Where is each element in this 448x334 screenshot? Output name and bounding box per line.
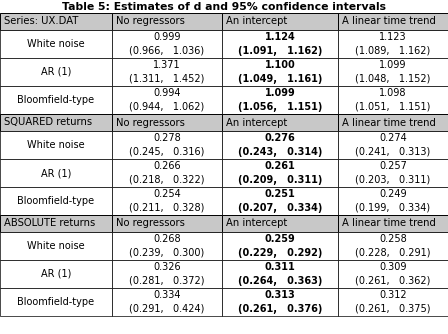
Bar bbox=[222, 131, 338, 159]
Bar bbox=[112, 187, 222, 215]
Bar bbox=[0, 232, 112, 260]
Bar bbox=[338, 13, 448, 30]
Bar bbox=[0, 58, 112, 86]
Text: White noise: White noise bbox=[27, 140, 85, 150]
Bar bbox=[338, 187, 448, 215]
Bar bbox=[338, 232, 448, 260]
Bar bbox=[112, 86, 222, 114]
Text: 0.254
(0.211,   0.328): 0.254 (0.211, 0.328) bbox=[129, 189, 205, 213]
Text: ABSOLUTE returns: ABSOLUTE returns bbox=[4, 218, 95, 228]
Bar bbox=[0, 215, 112, 232]
Text: 0.312
(0.261,   0.375): 0.312 (0.261, 0.375) bbox=[355, 290, 431, 314]
Text: A linear time trend: A linear time trend bbox=[342, 16, 436, 26]
Bar bbox=[0, 114, 112, 131]
Bar bbox=[0, 131, 112, 159]
Bar bbox=[112, 232, 222, 260]
Text: 0.251
(0.207,   0.334): 0.251 (0.207, 0.334) bbox=[238, 189, 322, 213]
Text: 0.313
(0.261,   0.376): 0.313 (0.261, 0.376) bbox=[238, 290, 322, 314]
Bar bbox=[112, 260, 222, 288]
Text: 0.334
(0.291,   0.424): 0.334 (0.291, 0.424) bbox=[129, 290, 205, 314]
Text: Bloomfield-type: Bloomfield-type bbox=[17, 297, 95, 307]
Text: 0.311
(0.264,   0.363): 0.311 (0.264, 0.363) bbox=[238, 263, 322, 286]
Bar bbox=[0, 13, 112, 30]
Text: 0.268
(0.239,   0.300): 0.268 (0.239, 0.300) bbox=[129, 234, 205, 258]
Text: 0.309
(0.261,   0.362): 0.309 (0.261, 0.362) bbox=[355, 263, 431, 286]
Bar bbox=[222, 86, 338, 114]
Bar bbox=[0, 187, 112, 215]
Text: SQUARED returns: SQUARED returns bbox=[4, 118, 92, 128]
Text: 0.326
(0.281,   0.372): 0.326 (0.281, 0.372) bbox=[129, 263, 205, 286]
Text: 0.257
(0.203,   0.311): 0.257 (0.203, 0.311) bbox=[355, 161, 431, 185]
Bar bbox=[222, 187, 338, 215]
Bar bbox=[222, 232, 338, 260]
Text: 1.099
(1.048,   1.152): 1.099 (1.048, 1.152) bbox=[355, 60, 431, 84]
Text: AR (1): AR (1) bbox=[41, 168, 71, 178]
Text: 1.371
(1.311,   1.452): 1.371 (1.311, 1.452) bbox=[129, 60, 205, 84]
Text: 0.258
(0.228,   0.291): 0.258 (0.228, 0.291) bbox=[355, 234, 431, 258]
Bar bbox=[0, 86, 112, 114]
Bar bbox=[112, 215, 222, 232]
Text: No regressors: No regressors bbox=[116, 118, 185, 128]
Bar bbox=[112, 13, 222, 30]
Text: 0.266
(0.218,   0.322): 0.266 (0.218, 0.322) bbox=[129, 161, 205, 185]
Bar bbox=[222, 58, 338, 86]
Bar bbox=[222, 288, 338, 316]
Text: Bloomfield-type: Bloomfield-type bbox=[17, 196, 95, 206]
Text: An intercept: An intercept bbox=[226, 118, 287, 128]
Text: White noise: White noise bbox=[27, 241, 85, 251]
Bar bbox=[112, 288, 222, 316]
Text: AR (1): AR (1) bbox=[41, 269, 71, 279]
Bar bbox=[222, 13, 338, 30]
Bar bbox=[112, 159, 222, 187]
Text: A linear time trend: A linear time trend bbox=[342, 118, 436, 128]
Bar bbox=[338, 86, 448, 114]
Bar bbox=[222, 215, 338, 232]
Text: 0.259
(0.229,   0.292): 0.259 (0.229, 0.292) bbox=[238, 234, 322, 258]
Bar bbox=[338, 159, 448, 187]
Bar bbox=[338, 215, 448, 232]
Text: 0.278
(0.245,   0.316): 0.278 (0.245, 0.316) bbox=[129, 133, 205, 157]
Text: 1.100
(1.049,   1.161): 1.100 (1.049, 1.161) bbox=[238, 60, 322, 84]
Bar bbox=[222, 30, 338, 58]
Text: 0.249
(0.199,   0.334): 0.249 (0.199, 0.334) bbox=[355, 189, 431, 213]
Bar bbox=[338, 131, 448, 159]
Text: 1.123
(1.089,   1.162): 1.123 (1.089, 1.162) bbox=[355, 32, 431, 55]
Text: 0.999
(0.966,   1.036): 0.999 (0.966, 1.036) bbox=[129, 32, 205, 55]
Text: Table 5: Estimates of d and 95% confidence intervals: Table 5: Estimates of d and 95% confiden… bbox=[62, 1, 386, 11]
Bar bbox=[338, 30, 448, 58]
Bar bbox=[338, 114, 448, 131]
Text: 1.098
(1.051,   1.151): 1.098 (1.051, 1.151) bbox=[355, 89, 431, 112]
Text: AR (1): AR (1) bbox=[41, 67, 71, 77]
Text: 0.274
(0.241,   0.313): 0.274 (0.241, 0.313) bbox=[355, 133, 431, 157]
Bar bbox=[338, 288, 448, 316]
Text: 1.099
(1.056,   1.151): 1.099 (1.056, 1.151) bbox=[238, 89, 322, 112]
Text: An intercept: An intercept bbox=[226, 16, 287, 26]
Bar bbox=[222, 260, 338, 288]
Text: White noise: White noise bbox=[27, 39, 85, 49]
Bar bbox=[222, 159, 338, 187]
Text: Series: UX.DAT: Series: UX.DAT bbox=[4, 16, 78, 26]
Text: An intercept: An intercept bbox=[226, 218, 287, 228]
Bar bbox=[112, 131, 222, 159]
Bar bbox=[112, 30, 222, 58]
Text: Bloomfield-type: Bloomfield-type bbox=[17, 95, 95, 105]
Text: 0.261
(0.209,   0.311): 0.261 (0.209, 0.311) bbox=[238, 161, 322, 185]
Bar bbox=[338, 58, 448, 86]
Text: 0.276
(0.243,   0.314): 0.276 (0.243, 0.314) bbox=[238, 133, 322, 157]
Bar bbox=[0, 30, 112, 58]
Bar bbox=[0, 159, 112, 187]
Bar bbox=[112, 58, 222, 86]
Text: 0.994
(0.944,   1.062): 0.994 (0.944, 1.062) bbox=[129, 89, 205, 112]
Text: No regressors: No regressors bbox=[116, 16, 185, 26]
Bar bbox=[222, 114, 338, 131]
Text: 1.124
(1.091,   1.162): 1.124 (1.091, 1.162) bbox=[238, 32, 322, 55]
Text: A linear time trend: A linear time trend bbox=[342, 218, 436, 228]
Text: No regressors: No regressors bbox=[116, 218, 185, 228]
Bar bbox=[338, 260, 448, 288]
Bar bbox=[0, 288, 112, 316]
Bar bbox=[112, 114, 222, 131]
Bar bbox=[0, 260, 112, 288]
